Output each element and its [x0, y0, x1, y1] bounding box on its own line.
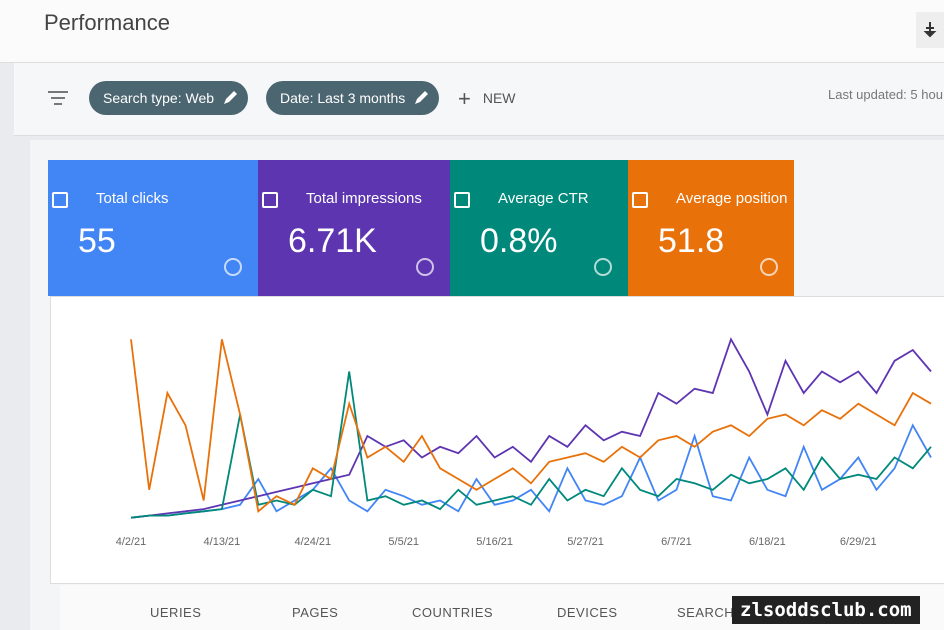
metric-value: 51.8: [658, 222, 725, 260]
chart-panel: 4/2/21 4/13/21 4/24/21 5/5/21 5/16/21 5/27/21…: [50, 296, 944, 584]
metric-card[interactable]: Total impressions 6.71K: [258, 160, 450, 296]
metric-value: 6.71K: [288, 222, 377, 260]
x-tick-label: 6/7/21: [661, 536, 692, 548]
metric-card[interactable]: Total clicks 55: [48, 160, 258, 296]
edit-icon: [224, 91, 238, 104]
series-line: [130, 339, 932, 513]
x-tick-label: 6/29/21: [840, 536, 877, 548]
metric-name: Average position: [676, 190, 788, 207]
checkbox: [454, 192, 470, 208]
series-line: [130, 423, 932, 519]
download-button[interactable]: [916, 12, 944, 48]
tab[interactable]: DEVICES: [557, 605, 618, 620]
checkbox: [52, 192, 68, 208]
tab[interactable]: UERIES: [150, 605, 202, 620]
metric-name: Average CTR: [498, 190, 589, 207]
metric-value: 0.8%: [480, 222, 558, 260]
tab[interactable]: PAGES: [292, 605, 339, 620]
new-label: NEW: [482, 90, 516, 106]
chart: 4/2/21 4/13/21 4/24/21 5/5/21 5/16/21 5/27/21…: [116, 337, 932, 548]
series-line: [130, 371, 932, 519]
download-icon: [923, 22, 937, 38]
metric-name: Total clicks: [96, 190, 169, 207]
header: Performance: [0, 0, 944, 63]
x-tick-label: 6/18/21: [749, 536, 786, 548]
series-line: [130, 337, 932, 519]
page-title: Performance: [44, 10, 170, 35]
checkbox: [262, 192, 278, 208]
x-tick-label: 4/2/21: [116, 536, 147, 548]
metric-label: Average CTR: [454, 190, 589, 208]
metric-value: 55: [78, 222, 116, 260]
x-tick-label: 5/27/21: [567, 536, 604, 548]
help-icon: [416, 258, 434, 276]
last-updated: Last updated: 5 hou: [828, 87, 943, 102]
chip-label: Date: Last 3 months: [280, 90, 406, 106]
metric-name: Total impressions: [306, 190, 422, 207]
tab[interactable]: COUNTRIES: [412, 605, 494, 620]
watermark: zlsoddsclub.com: [732, 596, 920, 624]
help-icon: [594, 258, 612, 276]
x-tick-label: 5/5/21: [388, 536, 419, 548]
help-icon: [224, 258, 242, 276]
x-tick-label: 5/16/21: [476, 536, 513, 548]
filter-icon[interactable]: [46, 89, 70, 107]
filter-chip[interactable]: Search type: Web: [89, 81, 249, 115]
x-tick-label: 4/13/21: [204, 536, 241, 548]
metric-label: Total impressions: [262, 190, 422, 208]
help-icon: [760, 258, 778, 276]
metric-label: Average position: [632, 190, 788, 208]
checkbox: [632, 192, 648, 208]
metric-card[interactable]: Average CTR 0.8%: [450, 160, 628, 296]
chip-label: Search type: Web: [103, 90, 215, 106]
x-tick-label: 4/24/21: [294, 536, 331, 548]
metric-label: Total clicks: [52, 190, 169, 208]
new-filter-button[interactable]: + NEW: [458, 86, 516, 111]
filter-chip[interactable]: Date: Last 3 months: [266, 81, 440, 115]
edit-icon: [415, 91, 429, 104]
filter-bar: Search type: Web Date: Last 3 months + NE…: [14, 63, 944, 136]
metric-card[interactable]: Average position 51.8: [628, 160, 794, 296]
